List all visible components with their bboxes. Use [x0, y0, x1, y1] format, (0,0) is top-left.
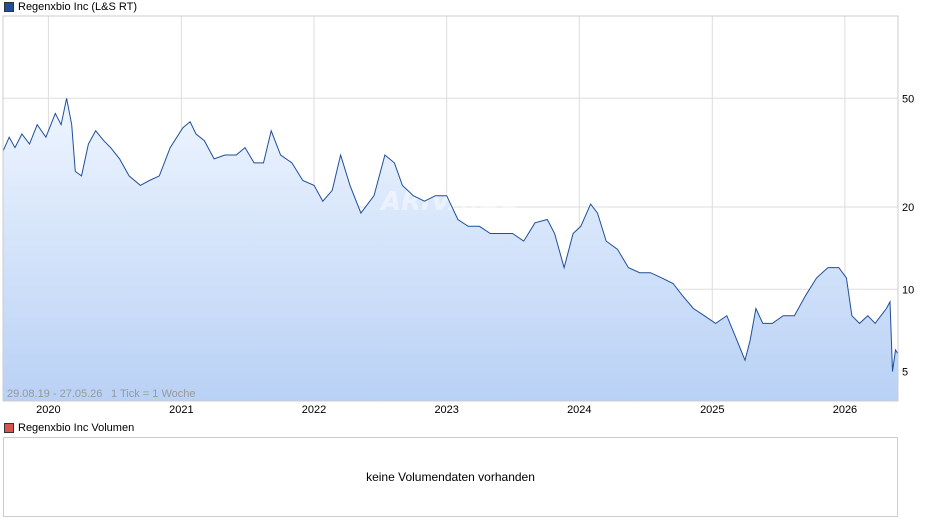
y-tick-label: 50	[902, 93, 914, 105]
x-tick-label: 2022	[302, 404, 326, 416]
x-tick-label: 2026	[833, 404, 857, 416]
price-legend-swatch	[4, 2, 14, 12]
y-tick-label: 5	[902, 367, 908, 379]
x-tick-label: 2024	[567, 404, 591, 416]
range-label: 29.08.19 - 27.05.26	[7, 388, 102, 400]
volume-message: keine Volumendaten vorhanden	[366, 470, 535, 484]
volume-legend: Regenxbio Inc Volumen	[4, 421, 134, 435]
price-legend: Regenxbio Inc (L&S RT)	[4, 0, 137, 14]
x-tick-label: 2020	[36, 404, 60, 416]
price-legend-label: Regenxbio Inc (L&S RT)	[18, 1, 138, 13]
x-tick-label: 2023	[434, 404, 458, 416]
tick-label: 1 Tick = 1 Woche	[111, 388, 195, 400]
volume-chart: keine Volumendaten vorhanden	[3, 437, 898, 517]
x-tick-label: 2021	[169, 404, 193, 416]
x-tick-label: 2025	[700, 404, 724, 416]
volume-legend-swatch	[4, 423, 14, 433]
price-line	[2, 98, 899, 372]
price-area	[3, 98, 898, 402]
y-tick-label: 10	[902, 284, 914, 296]
volume-legend-label: Regenxbio Inc Volumen	[18, 422, 135, 434]
y-tick-label: 20	[902, 202, 914, 214]
plot-frame	[2, 15, 899, 402]
